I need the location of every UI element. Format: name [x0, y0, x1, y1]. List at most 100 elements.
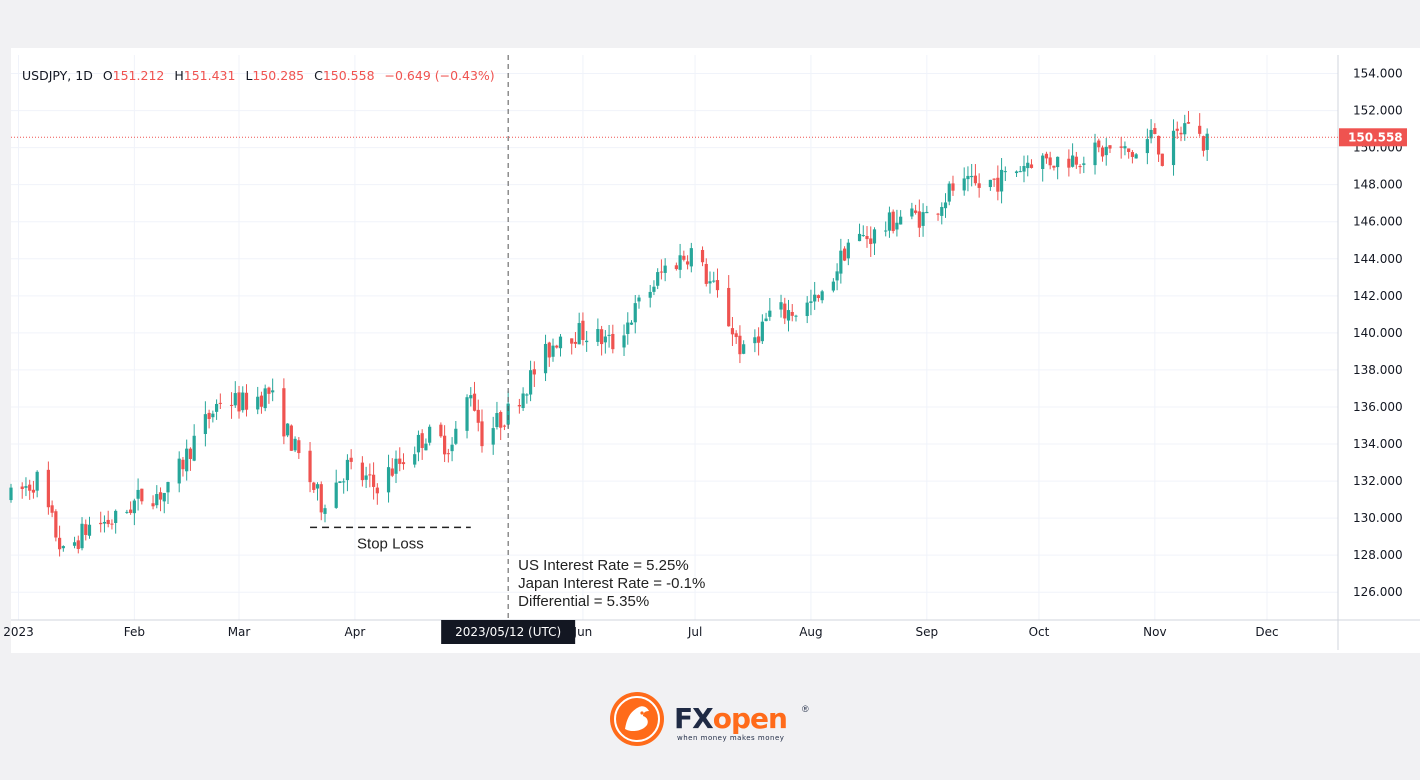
candle-body — [166, 482, 170, 493]
candle-body — [499, 412, 503, 428]
candle-body — [282, 388, 286, 437]
candle-body — [738, 335, 742, 355]
candle-body — [158, 492, 163, 500]
candle-body — [581, 320, 585, 340]
candle-body — [921, 212, 925, 226]
candle-body — [543, 343, 548, 374]
interest-rate-annotation: US Interest Rate = 5.25% — [518, 557, 689, 574]
candle-body — [364, 475, 368, 480]
candle-body — [891, 211, 895, 232]
candle-body — [547, 342, 551, 358]
candle-body — [1123, 146, 1127, 149]
x-tick-label: Jul — [687, 625, 702, 639]
candle-body — [289, 425, 293, 451]
candle-body — [76, 540, 80, 549]
candle-body — [674, 265, 678, 270]
candle-body — [1183, 123, 1187, 135]
candle-body — [869, 238, 873, 245]
candle-body — [570, 338, 574, 344]
candle-body — [734, 333, 738, 338]
candle-body — [730, 328, 735, 335]
chart-card — [11, 48, 1420, 653]
candle-body — [211, 413, 215, 418]
candle-body — [345, 459, 350, 481]
interest-rate-annotation: Japan Interest Rate = -0.1% — [518, 575, 705, 592]
candle-body — [809, 301, 813, 303]
candle-body — [525, 394, 529, 396]
close-label: C — [314, 68, 323, 83]
candle-body — [185, 448, 189, 472]
candle-body — [988, 179, 992, 188]
candle-body — [401, 462, 406, 465]
brand-name-part2: open — [712, 702, 788, 735]
candle-body — [203, 414, 207, 435]
candle-body — [80, 523, 84, 549]
candle-body — [1082, 163, 1086, 165]
candle-body — [1156, 135, 1161, 155]
candle-body — [1052, 165, 1056, 168]
candle-body — [846, 242, 850, 259]
candle-body — [61, 546, 65, 549]
candle-body — [727, 287, 731, 327]
candle-body — [9, 487, 13, 501]
low-label: L — [245, 68, 253, 83]
candle-body — [308, 450, 312, 483]
candle-body — [229, 404, 234, 406]
stop-loss-label: Stop Loss — [357, 535, 424, 552]
x-tick-label: Oct — [1029, 625, 1050, 639]
candle-body — [390, 468, 394, 476]
candle-body — [884, 230, 888, 232]
candle-body — [1100, 147, 1105, 157]
candle-body — [87, 524, 92, 536]
candle-body — [244, 392, 249, 410]
candle-body — [996, 177, 1000, 192]
open-label: O — [102, 68, 113, 83]
candle-body — [50, 505, 54, 513]
candle-body — [349, 457, 353, 462]
candle-body — [899, 216, 903, 225]
candle-body — [659, 271, 664, 273]
candle-body — [611, 333, 615, 350]
candle-body — [181, 459, 185, 470]
candle-body — [1198, 125, 1202, 134]
x-tick-label: Apr — [345, 625, 366, 639]
y-tick-label: 138.000 — [1353, 363, 1403, 377]
candle-body — [936, 213, 940, 215]
candle-body — [603, 336, 607, 343]
candle-body — [973, 175, 978, 184]
candle-body — [323, 508, 327, 514]
candle-body — [136, 489, 140, 499]
candle-body — [188, 448, 193, 459]
candle-body — [177, 458, 181, 484]
high-value: 151.431 — [183, 68, 236, 83]
x-tick-label: Mar — [228, 625, 251, 639]
candle-body — [334, 482, 338, 508]
candle-body — [162, 492, 166, 502]
candle-body — [338, 481, 342, 483]
x-tick-label: Aug — [799, 625, 822, 639]
candle-body — [551, 345, 555, 357]
candle-body — [1029, 164, 1034, 168]
candle-body — [633, 303, 637, 323]
y-tick-label: 134.000 — [1353, 437, 1403, 451]
candle-body — [663, 265, 667, 273]
candle-body — [24, 486, 28, 488]
candle-body — [450, 444, 454, 452]
candle-body — [110, 523, 114, 525]
candle-body — [502, 425, 507, 427]
x-tick-label: Dec — [1255, 625, 1278, 639]
candle-body — [465, 397, 469, 431]
candle-body — [1067, 158, 1071, 168]
current-price-tag — [1339, 128, 1407, 147]
candle-body — [491, 428, 495, 445]
candlestick-chart[interactable]: 154.000152.000150.000148.000146.000144.0… — [0, 0, 1420, 655]
current-price-label: 150.558 — [1348, 130, 1403, 144]
candle-body — [469, 395, 473, 399]
y-tick-label: 148.000 — [1353, 178, 1403, 192]
candle-body — [315, 484, 320, 489]
candle-body — [398, 458, 402, 464]
candle-body — [704, 263, 708, 284]
candle-body — [125, 511, 129, 513]
candle-body — [1026, 162, 1030, 169]
candle-body — [286, 423, 290, 436]
